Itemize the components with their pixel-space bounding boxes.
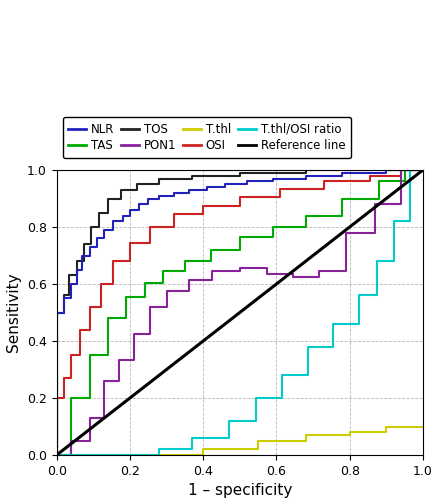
Y-axis label: Sensitivity: Sensitivity <box>7 272 21 352</box>
X-axis label: 1 – specificity: 1 – specificity <box>187 484 292 498</box>
Legend: NLR, TAS, TOS, PON1, T.thl, OSI, T.thl/OSI ratio, Reference line: NLR, TAS, TOS, PON1, T.thl, OSI, T.thl/O… <box>63 117 351 158</box>
